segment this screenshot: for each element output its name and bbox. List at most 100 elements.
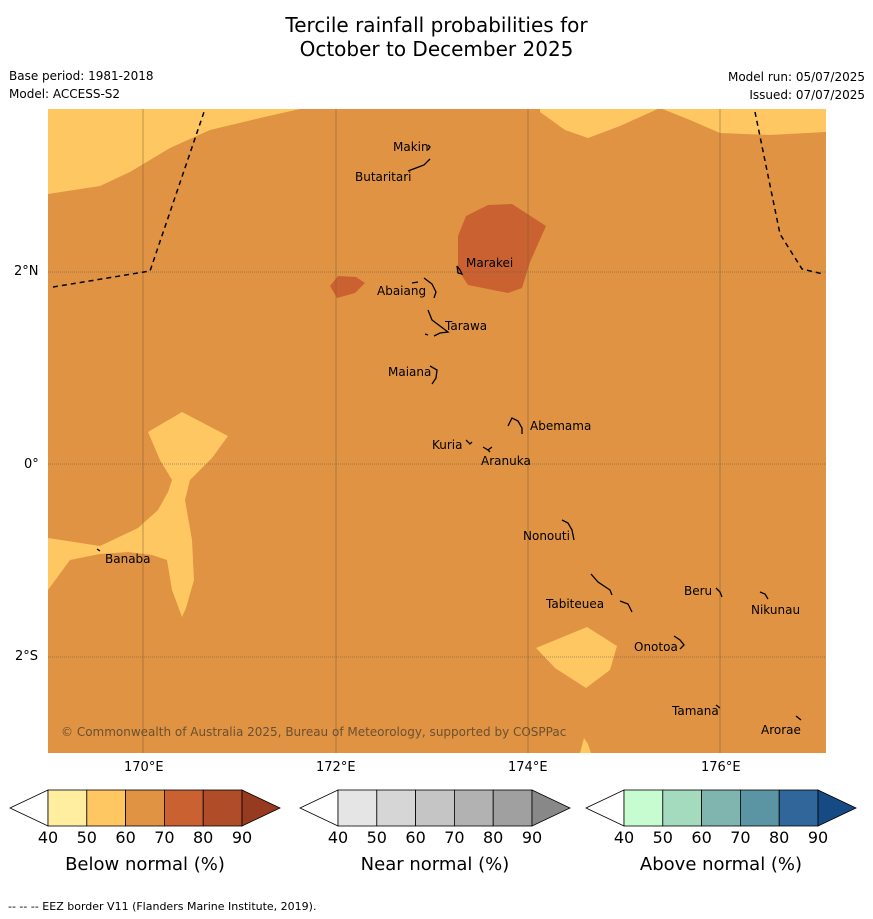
colorbar-below-tick: 60 xyxy=(115,828,136,847)
colorbar-above-min-arrow xyxy=(585,789,625,827)
tamana-island xyxy=(715,704,721,709)
lat-label-2s: 2°S xyxy=(15,649,39,664)
colorbar-below-segment xyxy=(47,789,88,827)
colorbar-below-tick: 40 xyxy=(37,828,59,847)
label-butaritari: Butaritari xyxy=(355,170,412,184)
label-abaiang: Abaiang xyxy=(377,284,426,298)
colorbar-above-tick: 50 xyxy=(652,828,673,847)
colorbar-label-above: Above normal (%) xyxy=(639,854,803,875)
nikunau-island xyxy=(759,591,769,600)
label-makin: Makin xyxy=(393,140,429,154)
label-abemama: Abemama xyxy=(530,419,591,433)
region-50-60-top-left xyxy=(48,109,300,194)
colorbars xyxy=(9,789,857,827)
region-50-60-bottom xyxy=(580,738,591,753)
label-nikunau: Nikunau xyxy=(751,603,800,617)
colorbar-label-near: Near normal (%) xyxy=(360,854,510,875)
colorbar-near-tick: 60 xyxy=(405,828,426,847)
label-aranuka: Aranuka xyxy=(481,454,531,468)
label-tabiteuea: Tabiteuea xyxy=(545,597,604,611)
nonouti-island xyxy=(561,519,575,541)
colorbar-near-segment xyxy=(415,789,455,827)
colorbar-below-tick: 70 xyxy=(154,828,175,847)
colorbar-above-tick: 70 xyxy=(730,828,751,847)
colorbar-label-below: Below normal (%) xyxy=(65,854,225,875)
onotoa-island xyxy=(673,635,685,650)
label-tarawa: Tarawa xyxy=(444,319,487,333)
colorbar-above-tick: 40 xyxy=(613,828,635,847)
eez-footnote: -- -- -- EEZ border V11 (Flanders Marine… xyxy=(8,900,317,913)
colorbar-near-segment xyxy=(337,789,378,827)
maiana-island xyxy=(429,365,438,385)
issued-date: Issued: 07/07/2025 xyxy=(749,88,865,102)
colorbar-near-segment xyxy=(376,789,416,827)
marakei-island xyxy=(456,265,464,275)
lat-gridlines xyxy=(48,271,826,658)
label-arorae: Arorae xyxy=(761,723,801,737)
lon-label-176: 176°E xyxy=(701,760,741,775)
colorbar-below-segment xyxy=(86,789,127,827)
colorbar-below-tick: 80 xyxy=(193,828,214,847)
region-50-60-left xyxy=(48,412,228,617)
colorbar-above-tick: 80 xyxy=(769,828,790,847)
map-title-line2: October to December 2025 xyxy=(299,37,574,61)
colorbar-below-max-arrow xyxy=(241,789,281,827)
label-onotoa: Onotoa xyxy=(634,640,678,654)
model-run: Model run: 05/07/2025 xyxy=(727,70,865,84)
lat-label-0: 0° xyxy=(24,457,39,472)
colorbar-above-segment xyxy=(662,789,702,827)
colorbar-near-tick: 70 xyxy=(444,828,465,847)
gridlines xyxy=(142,109,721,753)
tarawa-island xyxy=(424,309,450,337)
colorbar-above-max-arrow xyxy=(817,789,857,827)
region-50-60-top-right xyxy=(540,109,826,138)
banaba-island xyxy=(96,548,101,552)
colorbar-above-tick: 90 xyxy=(807,828,829,847)
label-beru: Beru xyxy=(684,584,712,598)
kuria-island xyxy=(465,439,473,445)
map-title-line1: Tercile rainfall probabilities for xyxy=(285,13,588,37)
arorae-island xyxy=(795,715,802,721)
label-nonouti: Nonouti xyxy=(523,529,570,543)
colorbar-below-segment xyxy=(163,789,204,827)
base-period: Base period: 1981-2018 xyxy=(9,69,154,83)
aranuka-island xyxy=(482,446,493,453)
colorbar-near-tick: 40 xyxy=(327,828,349,847)
colorbar-above-tick: 60 xyxy=(691,828,712,847)
colorbar-below-segment xyxy=(202,789,243,827)
abaiang-island xyxy=(411,277,437,299)
label-marakei: Marakei xyxy=(466,256,513,270)
copyright-notice: © Commonwealth of Australia 2025, Bureau… xyxy=(61,725,566,739)
colorbar-near-tick: 80 xyxy=(483,828,504,847)
colorbar-above-segment xyxy=(623,789,664,827)
colorbar-near-max-arrow xyxy=(531,789,571,827)
colorbar-below-min-arrow xyxy=(9,789,49,827)
butaritari-island xyxy=(407,158,431,172)
abemama-island xyxy=(507,417,523,434)
lon-label-172: 172°E xyxy=(316,760,356,775)
beru-island xyxy=(715,587,723,598)
colorbar-above-segment xyxy=(701,789,741,827)
island-outlines xyxy=(96,144,802,721)
label-kuria: Kuria xyxy=(432,438,463,452)
eez-border xyxy=(52,108,824,288)
colorbar-near-tick: 90 xyxy=(521,828,543,847)
lon-label-170: 170°E xyxy=(124,760,164,775)
makin-island xyxy=(427,144,431,151)
colorbar-near-segment xyxy=(453,789,494,827)
model-name: Model: ACCESS-S2 xyxy=(9,87,121,101)
colorbar-above-segment xyxy=(778,789,819,827)
tabiteuea-south xyxy=(619,600,633,613)
place-labels: Makin Butaritari Marakei Abaiang Tarawa … xyxy=(105,140,801,737)
region-50-60-lower xyxy=(536,627,617,688)
label-banaba: Banaba xyxy=(105,552,151,566)
label-tamana: Tamana xyxy=(671,704,719,718)
region-70-80-abaiang xyxy=(330,276,365,298)
colorbar-below-tick: 90 xyxy=(231,828,253,847)
colorbar-near-tick: 50 xyxy=(366,828,387,847)
lat-label-2n: 2°N xyxy=(14,264,39,279)
colorbar-near-segment xyxy=(492,789,533,827)
colorbar-near-min-arrow xyxy=(299,789,339,827)
colorbar-below-segment xyxy=(125,789,165,827)
